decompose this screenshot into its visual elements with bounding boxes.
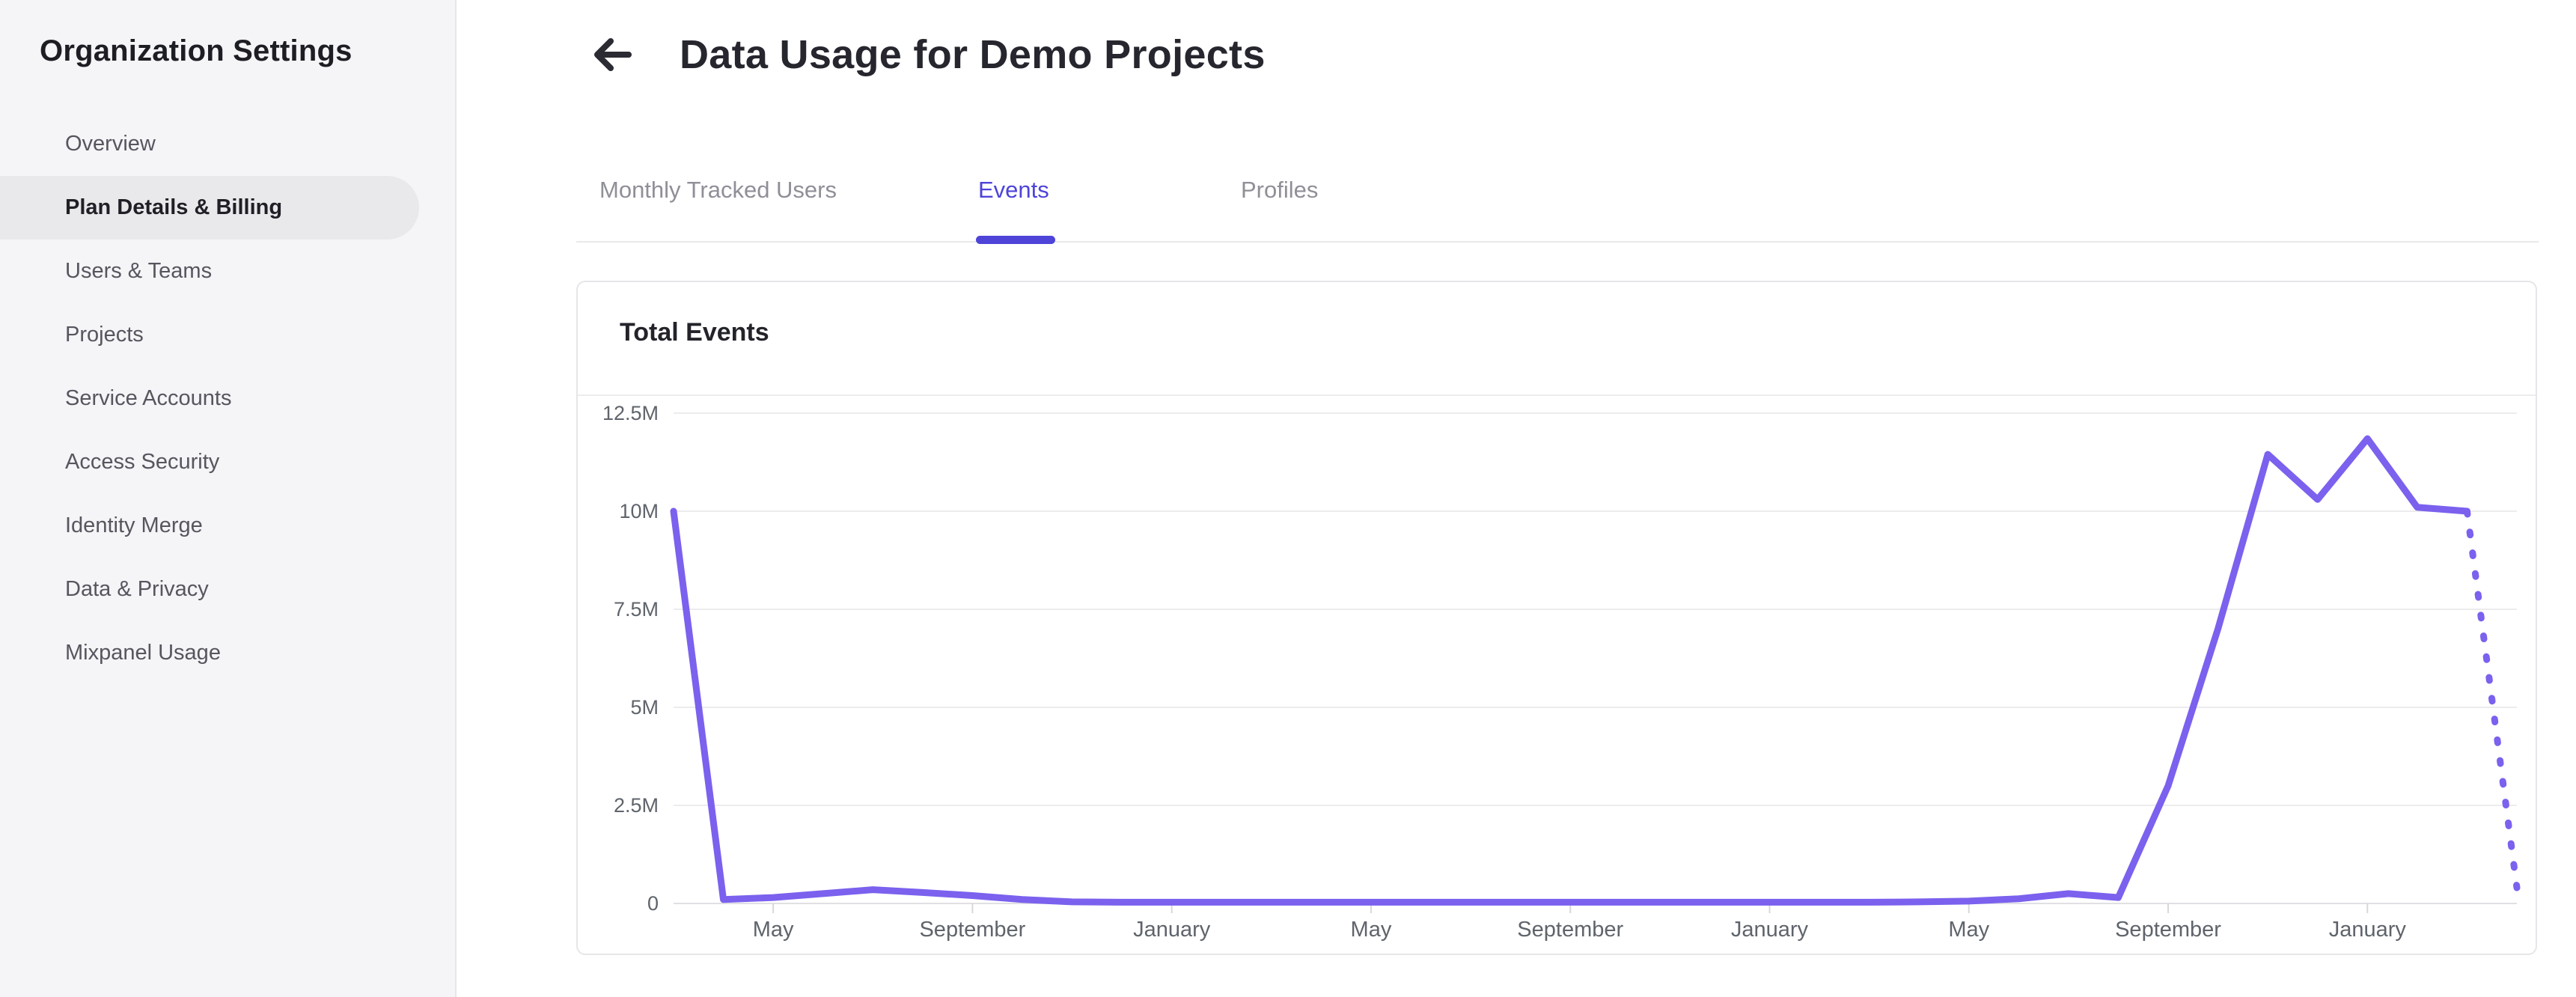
active-tab-underline — [976, 236, 1055, 244]
sidebar-item-users-teams[interactable]: Users & Teams — [0, 240, 457, 303]
sidebar-item-projects[interactable]: Projects — [0, 303, 457, 367]
sidebar-nav: Overview Plan Details & Billing Users & Te… — [0, 112, 457, 685]
chart-line — [670, 435, 2470, 906]
sidebar-item-identity-merge[interactable]: Identity Merge — [0, 494, 457, 558]
x-axis-label: January — [2329, 918, 2407, 942]
tabs-divider — [576, 241, 2539, 243]
x-axis-label: May — [1351, 918, 1392, 942]
sidebar-item-label: Plan Details & Billing — [65, 195, 283, 219]
x-axis-label: September — [919, 918, 1025, 942]
x-axis-label: September — [1517, 918, 1623, 942]
page-title: Data Usage for Demo Projects — [680, 32, 1266, 77]
usage-line-chart: 0 2.5M 5M 7.5M 10M 12.5M May September January Ma… — [578, 396, 2536, 953]
sidebar-item-label: Identity Merge — [65, 513, 203, 537]
sidebar-item-label: Service Accounts — [65, 386, 232, 410]
y-axis-label: 12.5M — [602, 402, 659, 424]
y-axis-label: 10M — [619, 500, 659, 522]
usage-tabs: Monthly Tracked Users Events Profiles — [0, 177, 2576, 223]
back-button[interactable] — [590, 36, 635, 73]
x-axis-label: January — [1133, 918, 1211, 942]
x-axis-label: May — [753, 918, 794, 942]
sidebar-item-label: Data & Privacy — [65, 577, 209, 601]
sidebar-item-label: Mixpanel Usage — [65, 641, 221, 665]
total-events-card: Total Events 0 2.5M 5M 7.5M 10M 12.5M May Septe… — [576, 281, 2537, 955]
sidebar-item-plan-details-billing[interactable]: Plan Details & Billing — [0, 176, 419, 240]
sidebar-item-label: Overview — [65, 132, 156, 156]
sidebar-item-access-security[interactable]: Access Security — [0, 430, 457, 494]
sidebar-title: Organization Settings — [40, 34, 352, 67]
x-axis-label: May — [1948, 918, 1989, 942]
chart-projection-dotted — [2463, 507, 2521, 891]
x-axis-label: January — [1731, 918, 1809, 942]
sidebar-item-label: Access Security — [65, 450, 220, 474]
arrow-left-icon — [590, 38, 635, 76]
sidebar-item-service-accounts[interactable]: Service Accounts — [0, 367, 457, 430]
sidebar-item-overview[interactable]: Overview — [0, 112, 457, 176]
tab-profiles[interactable]: Profiles — [1241, 177, 1319, 203]
x-axis-label: September — [2115, 918, 2221, 942]
card-title: Total Events — [620, 318, 769, 347]
tab-events[interactable]: Events — [978, 177, 1049, 203]
sidebar-item-label: Users & Teams — [65, 259, 213, 283]
sidebar-item-data-privacy[interactable]: Data & Privacy — [0, 558, 457, 621]
sidebar-item-label: Projects — [65, 323, 144, 347]
sidebar-item-mixpanel-usage[interactable]: Mixpanel Usage — [0, 621, 457, 685]
settings-sidebar: Organization Settings Overview Plan Detai… — [0, 0, 457, 997]
y-axis-label: 0 — [647, 892, 659, 915]
y-axis-label: 5M — [630, 696, 659, 719]
y-axis-label: 2.5M — [614, 794, 659, 817]
card-header-divider — [578, 394, 2536, 396]
tab-monthly-tracked-users[interactable]: Monthly Tracked Users — [599, 177, 837, 203]
y-axis-label: 7.5M — [614, 598, 659, 621]
